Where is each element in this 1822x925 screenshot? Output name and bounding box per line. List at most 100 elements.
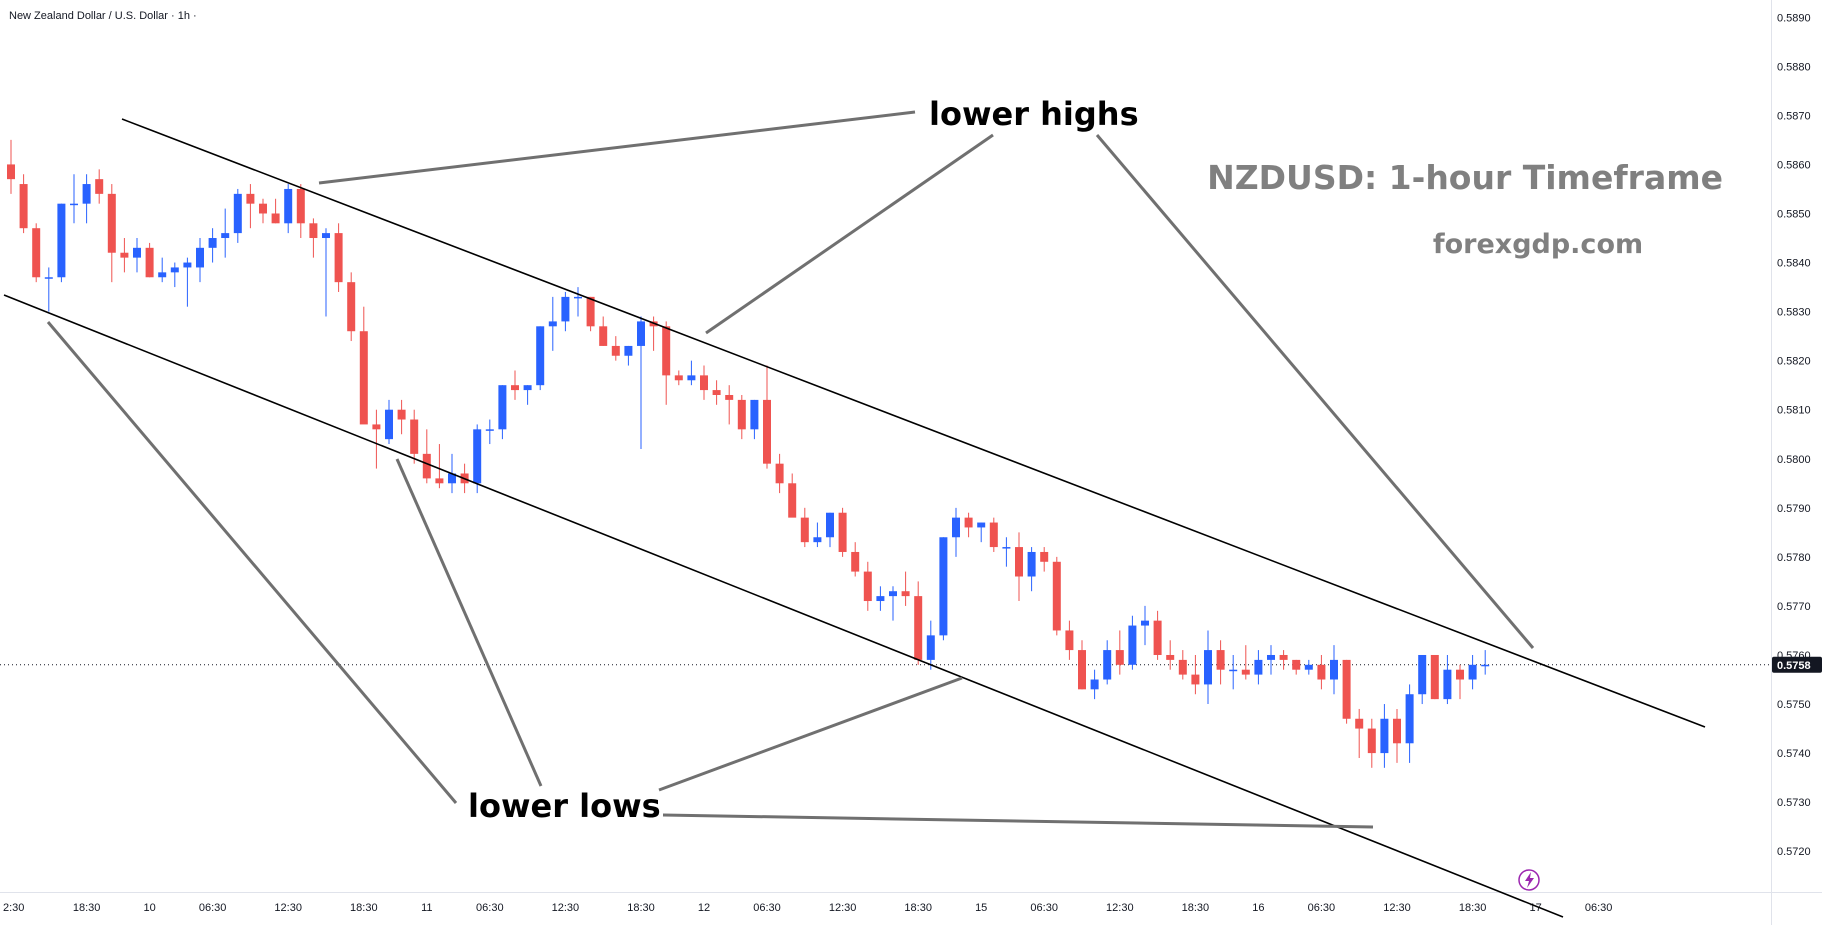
time-tick-label: 06:30 [199, 902, 227, 914]
price-tick-label: 0.5860 [1777, 159, 1811, 171]
lightning-bolt-icon[interactable] [1518, 869, 1540, 891]
candle-body [1115, 650, 1124, 665]
time-tick-label: 15 [975, 902, 987, 914]
candle-body [1468, 664, 1477, 680]
candle-body [889, 591, 897, 597]
candle-body [1481, 664, 1490, 667]
candle-body [838, 512, 847, 552]
candle-body [901, 591, 910, 597]
candle-body [624, 345, 633, 356]
price-tick-label: 0.5870 [1777, 110, 1811, 122]
candle-body [1405, 694, 1414, 744]
candle-body [271, 213, 280, 224]
candle-body [1430, 654, 1439, 700]
candle-body [296, 188, 305, 224]
candle-body [322, 233, 330, 239]
candle-body [334, 233, 343, 283]
price-tick-label: 0.5800 [1777, 454, 1811, 466]
time-tick-label: 06:30 [753, 902, 781, 914]
candle-body [1141, 620, 1149, 626]
candle-body [347, 282, 356, 332]
time-tick-label: 06:30 [1585, 902, 1613, 914]
candle-body [813, 537, 822, 543]
price-tick-label: 0.5850 [1777, 208, 1811, 220]
time-tick-label: 2:30 [3, 902, 24, 914]
price-tick-label: 0.5750 [1777, 699, 1811, 711]
time-tick-label: 06:30 [1030, 902, 1058, 914]
candle-body [448, 473, 456, 484]
time-tick-label: 18:30 [904, 902, 932, 914]
candle-body [763, 399, 771, 464]
time-tick-label: 12:30 [1106, 902, 1134, 914]
candle-body [7, 164, 15, 180]
upper-channel-trendline[interactable] [121, 118, 1706, 728]
price-tick-label: 0.5830 [1777, 307, 1811, 319]
pointer-line[interactable] [662, 813, 1374, 829]
candle-body [70, 203, 78, 206]
price-tick-label: 0.5840 [1777, 258, 1811, 270]
candle-body [473, 429, 482, 484]
time-tick-label: 16 [1252, 902, 1264, 914]
candle-body [233, 193, 242, 234]
candle-body [32, 228, 41, 278]
pointer-line[interactable] [705, 133, 994, 335]
candle-body [208, 238, 217, 248]
time-tick-label: 12:30 [829, 902, 857, 914]
candle-body [1153, 620, 1162, 655]
candle-body [57, 203, 66, 278]
pointer-line[interactable] [395, 458, 543, 787]
candle-body [876, 596, 885, 602]
candle-body [826, 512, 834, 538]
candle-body [964, 517, 973, 528]
pointer-line[interactable] [658, 676, 963, 792]
candle-body [674, 375, 683, 381]
candle-body [1317, 664, 1326, 680]
candle-body [435, 478, 444, 484]
pointer-line[interactable] [318, 110, 916, 185]
candle-body [1216, 650, 1225, 670]
watermark-site: forexgdp.com [1433, 229, 1643, 260]
candle-body [82, 184, 91, 204]
candle-body [611, 345, 620, 356]
lower-channel-trendline[interactable] [3, 294, 1564, 918]
pointer-line[interactable] [1095, 134, 1535, 649]
symbol-header[interactable]: New Zealand Dollar / U.S. Dollar · 1h · [9, 10, 197, 22]
candle-body [1342, 659, 1351, 719]
candle-body [1330, 659, 1338, 680]
price-tick-label: 0.5890 [1777, 12, 1811, 24]
price-tick-label: 0.5820 [1777, 356, 1811, 368]
time-tick-label: 12 [698, 902, 710, 914]
candle-body [1103, 650, 1112, 680]
candle-body [712, 390, 721, 395]
candle-body [485, 429, 494, 431]
candle-body [989, 522, 998, 548]
price-axis[interactable]: 0.57200.57300.57400.57500.57600.57700.57… [1777, 12, 1811, 858]
price-tick-label: 0.5730 [1777, 797, 1811, 809]
time-tick-label: 10 [143, 902, 155, 914]
candle-body [1304, 664, 1313, 670]
candle-body [1367, 728, 1376, 754]
candle-body [145, 247, 154, 278]
candle-body [939, 537, 948, 636]
lower-highs-pointers [318, 110, 1535, 649]
candle-body [1090, 679, 1099, 690]
candle-body [851, 551, 860, 572]
price-tick-label: 0.5740 [1777, 748, 1811, 760]
candle-body [1040, 551, 1049, 562]
candle-body [1393, 718, 1401, 744]
candle-body [397, 409, 406, 420]
candle-body [120, 252, 129, 258]
candle-body [662, 326, 671, 376]
last-price-badge: 0.5758 [1772, 656, 1822, 673]
candle-body [750, 399, 759, 430]
candle-body [511, 385, 519, 391]
lower-lows-label: lower lows [468, 787, 661, 825]
time-tick-label: 12:30 [1383, 902, 1411, 914]
candle-body [1015, 547, 1023, 577]
time-axis[interactable]: 2:30 18:30 10 06:30 12:30 18:30 11 06:30 12:30 18… [3, 902, 1612, 914]
time-tick-label: 18:30 [73, 902, 101, 914]
pointer-line[interactable] [46, 321, 458, 804]
candle-body [1204, 650, 1212, 685]
